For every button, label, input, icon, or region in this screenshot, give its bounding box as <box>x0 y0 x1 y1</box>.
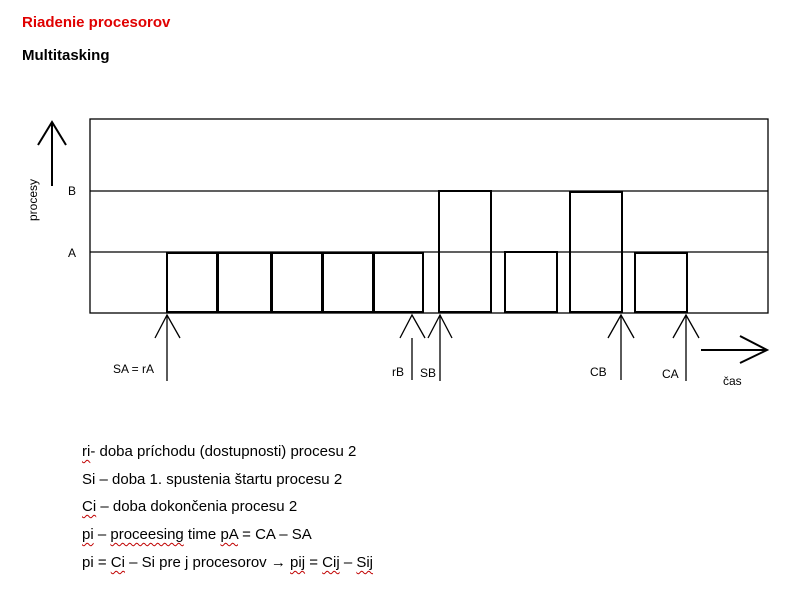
definition-line: ri- doba príchodu (dostupnosti) procesu … <box>82 443 356 460</box>
definition-text: time <box>183 526 221 543</box>
y-axis-arrow-icon <box>37 120 67 186</box>
process-b-blocks <box>438 190 623 313</box>
process-a-slice <box>322 252 374 313</box>
definition-line: Si – doba 1. spustenia štartu procesu 2 <box>82 471 342 488</box>
definition-text: pi = <box>82 554 111 571</box>
definition-term: pij <box>290 554 306 571</box>
process-b-slice <box>438 190 492 313</box>
marker-label-rb: rB <box>392 365 404 379</box>
marker-label-cb: CB <box>590 365 607 379</box>
page-subtitle: Multitasking <box>22 47 110 64</box>
definition-term: Ci <box>110 554 125 571</box>
marker-arrow-icon <box>672 313 700 381</box>
definition-line: pi = Ci – Si pre j procesorov → pij = Ci… <box>82 554 373 571</box>
process-a-slice <box>271 252 323 313</box>
definition-term: ri <box>82 443 91 460</box>
y-axis-label: procesy <box>26 179 40 221</box>
definition-term: pA <box>220 526 238 543</box>
process-a-slice <box>634 252 688 313</box>
definition-text: – <box>339 554 357 571</box>
definition-text: - doba príchodu (dostupnosti) procesu 2 <box>90 443 357 460</box>
diagram-frame <box>89 118 769 314</box>
definition-text: – <box>93 526 111 543</box>
definition-term: pi <box>82 526 94 543</box>
definition-text: = CA – SA <box>237 526 312 543</box>
process-a-slice <box>504 251 558 313</box>
process-a-slice <box>217 252 272 313</box>
definition-term: Ci <box>82 498 97 515</box>
marker-arrow-icon <box>427 313 453 381</box>
definition-term: proceesing <box>110 526 184 543</box>
definition-line: pi – proceesing time pA = CA – SA <box>82 526 312 543</box>
definition-text: = <box>305 554 323 571</box>
marker-label-sa-ra: SA = rA <box>113 362 154 376</box>
definition-line: Ci – doba dokončenia procesu 2 <box>82 498 297 515</box>
marker-label-sb: SB <box>420 366 436 380</box>
process-a-slice <box>373 252 424 313</box>
definition-text: Si – doba 1. spustenia štartu procesu 2 <box>82 471 343 488</box>
time-axis-arrow-icon <box>701 335 770 364</box>
process-b-slice <box>569 191 623 313</box>
marker-arrow-icon <box>399 313 426 380</box>
process-a-blocks <box>166 251 688 313</box>
row-label-a: A <box>68 246 76 260</box>
definition-text: – doba dokončenia procesu 2 <box>96 498 298 515</box>
marker-label-ca: CA <box>662 367 679 381</box>
process-a-slice <box>166 252 218 313</box>
definition-term: Sij <box>356 554 374 571</box>
marker-arrow-icon <box>154 313 181 381</box>
time-axis-label: čas <box>723 374 742 388</box>
row-label-b: B <box>68 184 76 198</box>
definition-text: – Si pre j procesorov → <box>124 554 291 571</box>
marker-arrow-icon <box>607 313 635 380</box>
definition-term: Cij <box>322 554 340 571</box>
page-title: Riadenie procesorov <box>22 14 171 31</box>
